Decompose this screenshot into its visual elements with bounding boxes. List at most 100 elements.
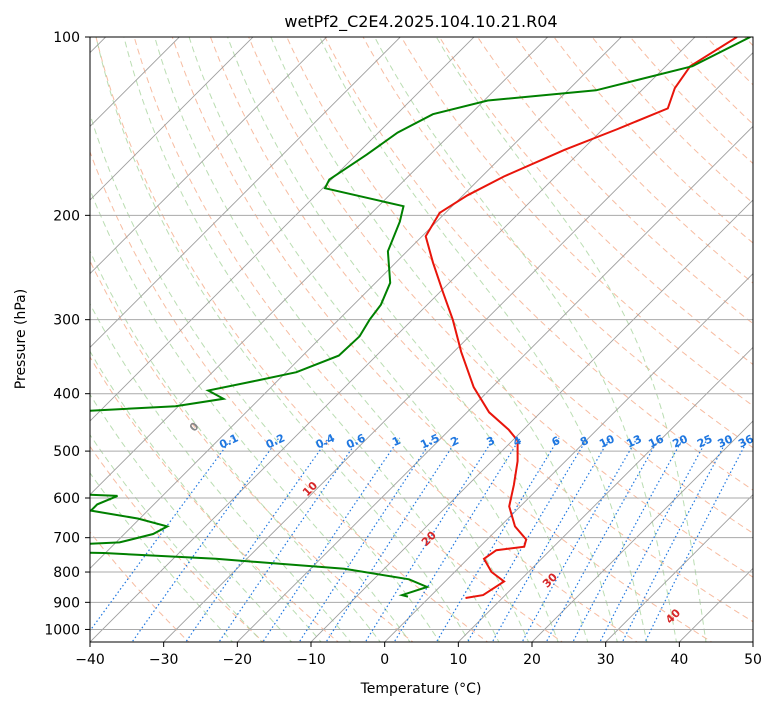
mixing-ratio-line: [644, 437, 750, 642]
mixing-ratio-line: [435, 437, 560, 642]
x-tick-label: 30: [597, 652, 615, 668]
dry-adiabat-line: [629, 37, 753, 165]
dry-adiabat-label: 40: [663, 606, 683, 626]
mixing-ratio-label: 10: [597, 432, 617, 450]
temperature-trace: [424, 37, 738, 599]
y-tick-label: 500: [53, 444, 80, 460]
moist-adiabat-line: [90, 472, 234, 642]
dry-adiabat-label: -20: [0, 275, 13, 298]
mixing-ratio-line: [90, 437, 233, 632]
isotherm-line: [90, 37, 254, 201]
x-tick-label: 20: [523, 652, 541, 668]
mixing-ratio-label: 0.4: [314, 431, 337, 451]
dry-adiabat-label: 30: [540, 570, 560, 590]
y-axis-label: Pressure (hPa): [13, 289, 29, 389]
isotherm-line: [310, 199, 753, 642]
y-tick-label: 100: [53, 30, 80, 46]
mixing-ratio-line: [131, 437, 280, 642]
dry-adiabat-line: [400, 37, 753, 407]
mixing-ratio-label: 16: [646, 432, 666, 450]
mixing-ratio-line: [521, 437, 638, 642]
x-axis-label: Temperature (°C): [360, 681, 482, 697]
isotherm-line: [752, 641, 753, 642]
isotherm-line: [457, 346, 753, 642]
isotherm-line: [678, 567, 753, 642]
dry-adiabat-line: [477, 37, 753, 325]
plot-frame: [89, 36, 754, 643]
mixing-ratio-label: 20: [671, 432, 691, 450]
moist-adiabat-line: [154, 37, 530, 642]
isotherm-line: [0, 10, 59, 654]
sounding-traces: [90, 37, 751, 599]
mixing-ratio-label: 30: [716, 432, 736, 450]
moist-adiabat-line: [90, 302, 352, 642]
dry-adiabat-line: [324, 37, 753, 491]
x-tick-label: −40: [75, 652, 105, 668]
y-tick-label: 900: [53, 595, 80, 611]
grid-lines: [0, 10, 753, 654]
dry-adiabat-line: [90, 445, 265, 642]
mixing-ratio-line: [393, 437, 521, 642]
mixing-ratio-label: 36: [736, 432, 756, 450]
dry-adiabat-line: [515, 37, 753, 284]
mixing-ratio-line: [218, 437, 360, 642]
mixing-ratio-label: 0.6: [344, 431, 367, 451]
x-axis-ticks: −40 −30 −20 −10 0 10 20 30 40 50: [75, 642, 762, 668]
dry-adiabat-line: [248, 37, 753, 578]
mixing-ratio-line: [545, 437, 660, 642]
moist-adiabat-line: [319, 37, 648, 642]
isotherm-line: [605, 494, 753, 642]
dry-adiabat-line: [667, 37, 753, 125]
inline-line-labels: 0.10.20.40.611.52346810131620253036-100-…: [0, 275, 756, 627]
mixing-ratio-line: [298, 437, 434, 642]
mixing-ratio-line: [599, 437, 709, 642]
isotherm-line: [90, 37, 549, 496]
isotherm-line: [90, 37, 328, 275]
mixing-ratio-label: 6: [550, 434, 563, 449]
isotherm-line: [384, 273, 753, 642]
y-tick-label: 200: [53, 208, 80, 224]
y-tick-label: 300: [53, 313, 80, 329]
dry-adiabat-line: [591, 37, 753, 204]
isotherm-line: [90, 37, 180, 127]
dry-adiabat-line: [438, 37, 753, 366]
mixing-ratio-label: 25: [695, 432, 714, 450]
chart-title: wetPf2_C2E4.2025.104.10.21.R04: [284, 12, 557, 32]
dewpoint-trace: [90, 37, 751, 598]
x-tick-label: 40: [670, 652, 688, 668]
isotherm-line: [90, 37, 401, 348]
isotherm-line: [90, 37, 622, 569]
dry-adiabat-line: [90, 150, 489, 642]
dry-adiabat-line: [286, 37, 753, 534]
mixing-ratio-label: 3: [485, 434, 497, 449]
dry-adiabat-line: [90, 259, 414, 642]
moist-adiabat-line: [123, 37, 500, 642]
mixing-ratio-label: 4: [511, 434, 524, 449]
isotherm-line: [163, 52, 753, 642]
y-tick-label: 1000: [44, 622, 80, 638]
x-tick-label: −20: [223, 652, 253, 668]
isotherm-line: [90, 37, 475, 422]
dry-adiabat-line: [362, 37, 753, 449]
mixing-ratio-line: [325, 437, 459, 642]
isotherm-line: [236, 125, 753, 642]
x-tick-label: −10: [296, 652, 326, 668]
y-tick-label: 800: [53, 565, 80, 581]
x-tick-label: −30: [149, 652, 179, 668]
mixing-ratio-line: [491, 437, 611, 642]
dry-adiabat-line: [133, 37, 638, 642]
mixing-ratio-line: [364, 437, 495, 642]
dry-adiabat-label: 10: [300, 479, 320, 499]
x-tick-label: 0: [380, 652, 389, 668]
moist-adiabat-line: [270, 37, 618, 642]
x-tick-label: 50: [744, 652, 762, 668]
y-axis-ticks: 100 200 300 400 500 600 700 800 900 1000: [44, 30, 90, 638]
moist-adiabat-line: [95, 37, 470, 642]
isotherm-line: [90, 37, 696, 642]
isotherm-line: [531, 420, 753, 642]
mixing-ratio-label: 1: [390, 434, 402, 449]
mixing-ratio-label: 1.5: [418, 431, 441, 451]
dry-adiabat-line: [90, 356, 340, 642]
mixing-ratio-line: [621, 437, 729, 642]
